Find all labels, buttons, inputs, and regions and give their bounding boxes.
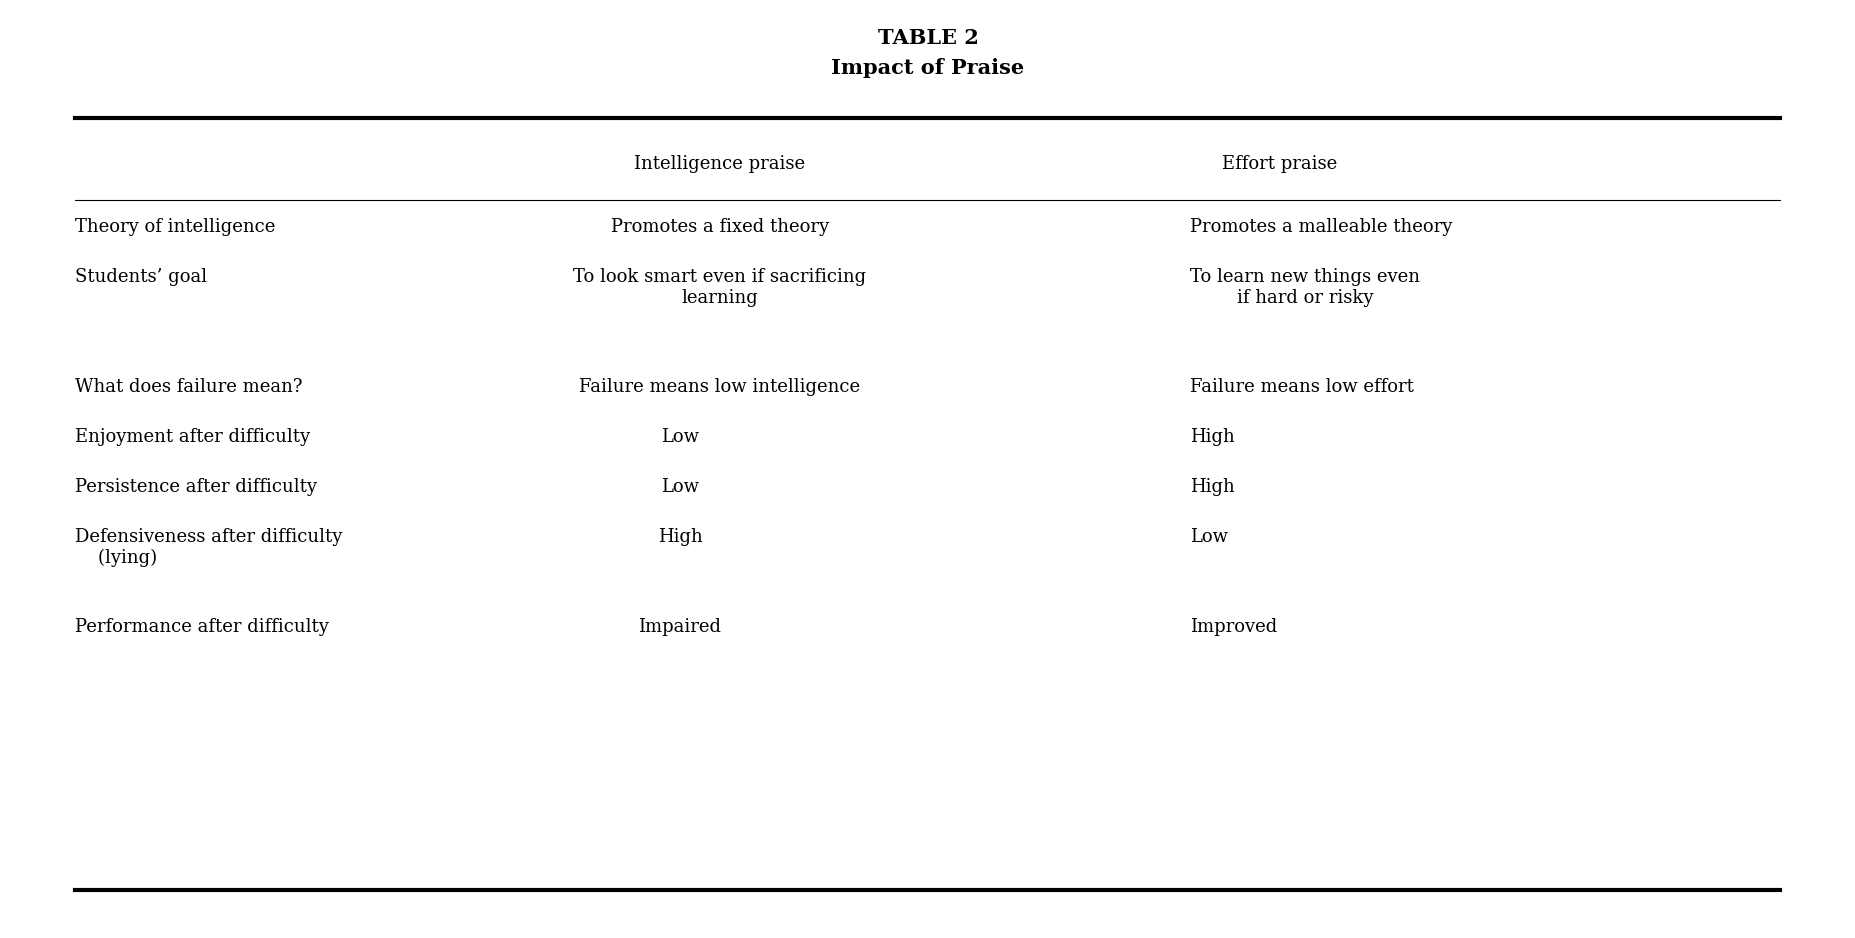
Text: High: High [1189, 428, 1234, 446]
Text: What does failure mean?: What does failure mean? [74, 378, 302, 396]
Text: Theory of intelligence: Theory of intelligence [74, 218, 275, 236]
Text: Persistence after difficulty: Persistence after difficulty [74, 478, 317, 496]
Text: Enjoyment after difficulty: Enjoyment after difficulty [74, 428, 310, 446]
Text: Low: Low [660, 478, 699, 496]
Text: Failure means low effort: Failure means low effort [1189, 378, 1414, 396]
Text: Students’ goal: Students’ goal [74, 268, 208, 286]
Text: Promotes a fixed theory: Promotes a fixed theory [610, 218, 829, 236]
Text: TABLE 2: TABLE 2 [877, 28, 978, 48]
Text: Low: Low [1189, 528, 1228, 546]
Text: Impaired: Impaired [638, 618, 722, 636]
Text: Effort praise: Effort praise [1222, 155, 1337, 173]
Text: Low: Low [660, 428, 699, 446]
Text: Intelligence praise: Intelligence praise [634, 155, 805, 173]
Text: Impact of Praise: Impact of Praise [831, 58, 1024, 78]
Text: Performance after difficulty: Performance after difficulty [74, 618, 328, 636]
Text: Improved: Improved [1189, 618, 1276, 636]
Text: High: High [1189, 478, 1234, 496]
Text: To learn new things even
if hard or risky: To learn new things even if hard or risk… [1189, 268, 1419, 307]
Text: Promotes a malleable theory: Promotes a malleable theory [1189, 218, 1452, 236]
Text: High: High [657, 528, 701, 546]
Text: Defensiveness after difficulty
    (lying): Defensiveness after difficulty (lying) [74, 528, 341, 567]
Text: To look smart even if sacrificing
learning: To look smart even if sacrificing learni… [573, 268, 866, 307]
Text: Failure means low intelligence: Failure means low intelligence [579, 378, 861, 396]
